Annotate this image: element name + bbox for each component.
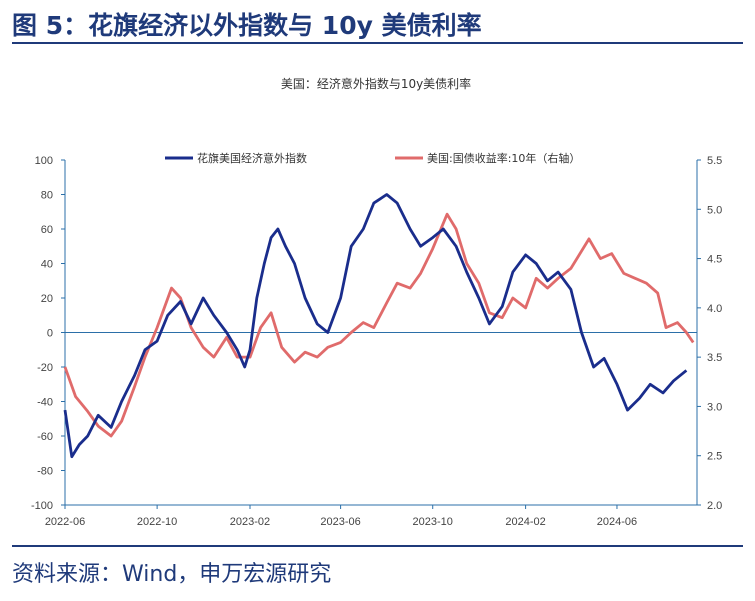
- left-tick-label: 80: [41, 190, 53, 202]
- series-line-citi-surprise: [63, 193, 688, 459]
- legend-label-yield: 美国:国债收益率:10年（右轴）: [427, 151, 580, 165]
- x-tick-label: 2023-02: [230, 516, 270, 528]
- x-tick-label: 2023-10: [413, 516, 453, 528]
- series-line-10y-yield: [63, 212, 695, 438]
- source-rule: [12, 545, 743, 547]
- right-tick-label: 5.5: [707, 155, 722, 167]
- x-tick-label: 2022-10: [137, 516, 177, 528]
- left-tick-label: -20: [37, 362, 53, 374]
- chart: 美国：经济意外指数与10y美债利率 花旗美国经济意外指数 美国:国债收益率:10…: [31, 76, 722, 528]
- left-tick-label: -80: [37, 466, 53, 478]
- legend: 花旗美国经济意外指数 美国:国债收益率:10年（右轴）: [165, 151, 580, 165]
- source-note: 资料来源：Wind，申万宏源研究: [12, 562, 332, 587]
- left-tick-label: -40: [37, 397, 53, 409]
- right-tick-label: 3.5: [707, 352, 722, 364]
- right-tick-label: 4.0: [707, 303, 722, 315]
- x-tick-label: 2024-02: [505, 516, 545, 528]
- left-tick-label: -100: [31, 500, 53, 512]
- right-tick-label: 4.5: [707, 254, 722, 266]
- figure-title: 图 5：花旗经济以外指数与 10y 美债利率: [12, 11, 482, 40]
- legend-label-citi: 花旗美国经济意外指数: [197, 151, 307, 165]
- left-tick-label: 40: [41, 259, 53, 271]
- left-tick-label: 60: [41, 224, 53, 236]
- title-rule: [12, 42, 743, 44]
- left-tick-label: 0: [47, 328, 53, 340]
- x-tick-label: 2024-06: [597, 516, 637, 528]
- x-tick-label: 2023-06: [320, 516, 360, 528]
- right-tick-label: 2.0: [707, 500, 722, 512]
- left-tick-label: -60: [37, 431, 53, 443]
- right-tick-label: 2.5: [707, 451, 722, 463]
- left-tick-label: 100: [35, 155, 53, 167]
- x-tick-label: 2022-06: [45, 516, 85, 528]
- left-tick-label: 20: [41, 293, 53, 305]
- right-tick-label: 3.0: [707, 401, 722, 413]
- right-tick-label: 5.0: [707, 204, 722, 216]
- chart-title: 美国：经济意外指数与10y美债利率: [281, 76, 471, 91]
